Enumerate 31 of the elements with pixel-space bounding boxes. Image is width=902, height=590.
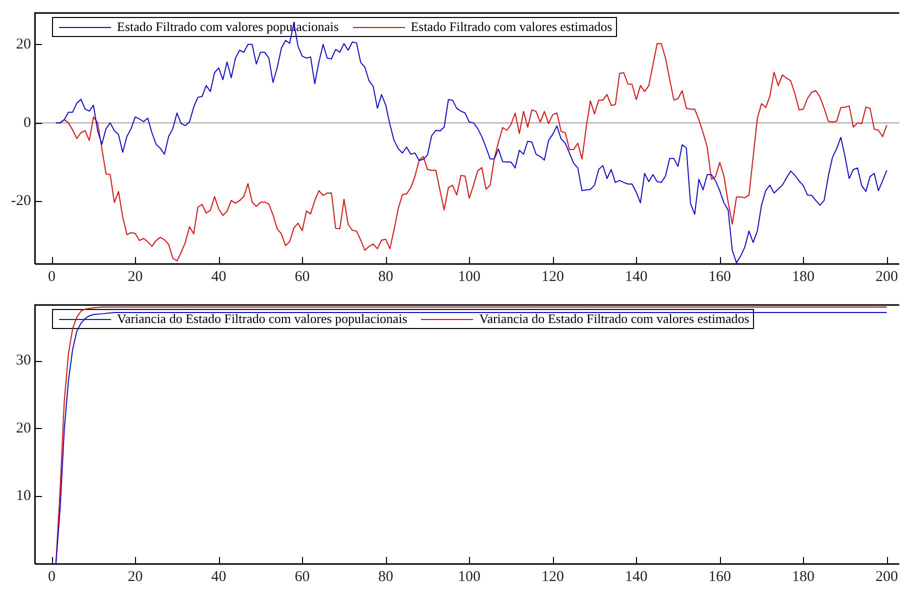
x-tick-label: 60 [294,568,310,585]
x-tick-label: 160 [708,568,731,585]
x-tick-label: 160 [708,268,731,285]
x-tick-label: 120 [541,568,564,585]
legend-label: Estado Filtrado com valores estimados [410,19,612,35]
y-tick-label: 20 [16,36,31,52]
legend-label: Variancia do Estado Filtrado com valores populacionais [117,311,408,327]
x-tick-label: 40 [211,268,226,285]
x-tick-label: 40 [211,568,226,585]
x-tick-label: 20 [128,568,143,585]
x-tick-label: 120 [541,268,564,285]
x-tick-label: 140 [624,568,648,585]
x-tick-label: 80 [378,268,394,285]
x-tick-label: 80 [378,568,394,585]
y-tick-label: 30 [16,352,31,369]
y-tick-label: 10 [16,488,31,504]
x-tick-label: 0 [48,268,56,285]
x-tick-label: 140 [624,268,648,285]
y-tick-label: 20 [16,420,31,436]
x-tick-label: 180 [792,268,814,285]
y-tick-label: 0 [24,114,31,131]
legend-label: Variancia do Estado Filtrado com valores estimados [479,311,750,327]
x-tick-label: 20 [128,268,143,285]
x-tick-label: 180 [792,568,814,585]
x-tick-label: 0 [48,568,56,585]
x-tick-label: 200 [876,268,898,285]
y-tick-label: -20 [11,193,31,210]
x-tick-label: 100 [458,568,480,585]
x-tick-label: 100 [458,268,480,285]
x-tick-label: 60 [294,268,310,285]
x-tick-label: 200 [876,568,898,585]
